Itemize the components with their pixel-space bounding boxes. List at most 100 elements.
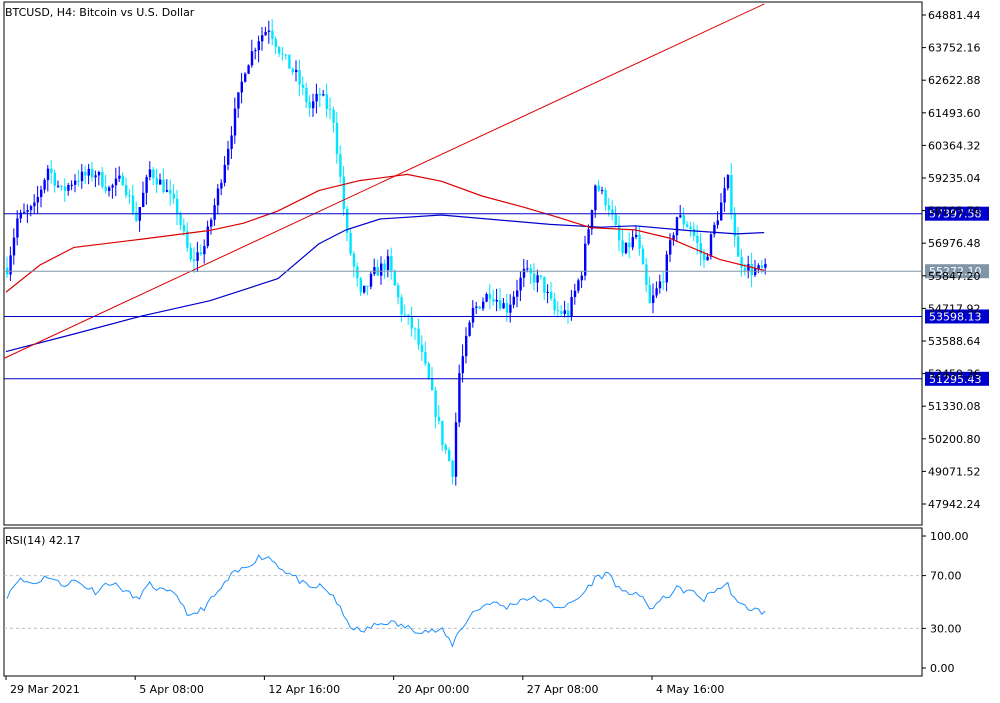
candle-body [461,356,464,374]
candle-body [70,184,73,186]
candle [580,271,583,289]
candle-body [390,256,393,271]
candle-body [87,168,90,176]
candle [63,178,67,202]
candle-body [495,299,498,302]
candle-body [488,293,492,299]
candle-body [203,246,206,255]
candle-body [169,190,172,194]
candle-body [516,290,519,297]
candle-body [271,30,274,40]
candle-body [672,235,675,241]
candle-body [284,54,288,56]
level-price-tag [925,371,989,386]
candle [628,232,631,259]
candle-body [730,175,733,214]
candle-body [162,179,165,192]
candle-body [631,236,634,248]
candle [373,258,376,276]
price-tick-label: 60364.32 [928,139,981,152]
candle [53,169,56,193]
candle-body [77,180,80,182]
candle [417,318,420,351]
price-tick-label: 51330.08 [928,400,981,413]
rsi-panel-frame [3,527,923,677]
candle-body [441,421,444,445]
candle [114,167,118,197]
candle-body [607,205,611,210]
candle-body [458,373,461,423]
candle [6,256,9,279]
candle-body [478,306,481,309]
candle-body [754,268,757,276]
rsi-line[interactable] [6,554,766,648]
candle [488,283,492,310]
candle-body [332,109,335,123]
candle-body [499,299,502,309]
price-tick-label: 56976.48 [928,237,981,250]
candle-body [533,273,536,283]
candle [393,269,396,286]
candle [128,189,131,204]
candle [356,262,359,287]
price-tick-label: 64881.44 [928,9,981,22]
candle-body [590,210,594,230]
candle [87,164,90,185]
candle-body [482,301,485,309]
candle-body [318,93,322,96]
rsi-tick-label: 30.00 [930,622,962,635]
candle-body [165,190,169,192]
candle-body [471,307,475,323]
level-price-label: 57397.58 [929,208,982,221]
candle-body [288,54,291,69]
candle-body [621,240,624,254]
candle [111,183,114,199]
candle [189,242,192,262]
candle [264,26,267,36]
candle [672,232,675,246]
price-tick-label: 61493.60 [928,107,981,120]
candle [584,235,587,281]
candle [621,228,624,257]
price-tick-label: 53588.64 [928,335,981,348]
candle [380,256,383,285]
candle [427,361,430,380]
candle [165,179,169,193]
candle-body [563,310,566,314]
candle-body [298,69,301,85]
candle-body [407,314,410,317]
candle-body [159,179,162,185]
time-tick-label: 5 Apr 08:00 [139,683,204,696]
candle-body [611,209,614,215]
candle-body [189,247,192,260]
candle [550,282,553,302]
candle [213,198,216,226]
price-tick-label: 49071.52 [928,465,981,478]
candle-body [444,444,447,451]
candle-body [709,234,713,257]
candle [512,291,515,309]
candle [216,184,220,215]
candle [169,179,172,206]
candle-body [257,41,260,51]
trendline[interactable] [3,3,765,359]
candle [536,269,539,293]
candle [448,447,451,462]
candle-body [26,210,29,212]
price-axis[interactable]: 57397.58 53598.13 51295.43 55272.10 64881.44… [922,9,989,511]
candle [196,241,199,272]
candle [162,168,165,194]
time-axis[interactable]: 29 Mar 2021 5 Apr 08:00 12 Apr 16:00 20 Apr… [5,676,724,696]
candle [560,305,563,317]
indicator-line[interactable] [5,214,765,353]
candle [329,97,332,120]
candle [369,271,373,290]
candle-body [213,205,216,220]
candle [12,228,16,265]
candle-body [148,169,152,178]
candle [376,259,379,276]
indicator-line[interactable] [5,173,765,293]
candle [601,186,604,195]
